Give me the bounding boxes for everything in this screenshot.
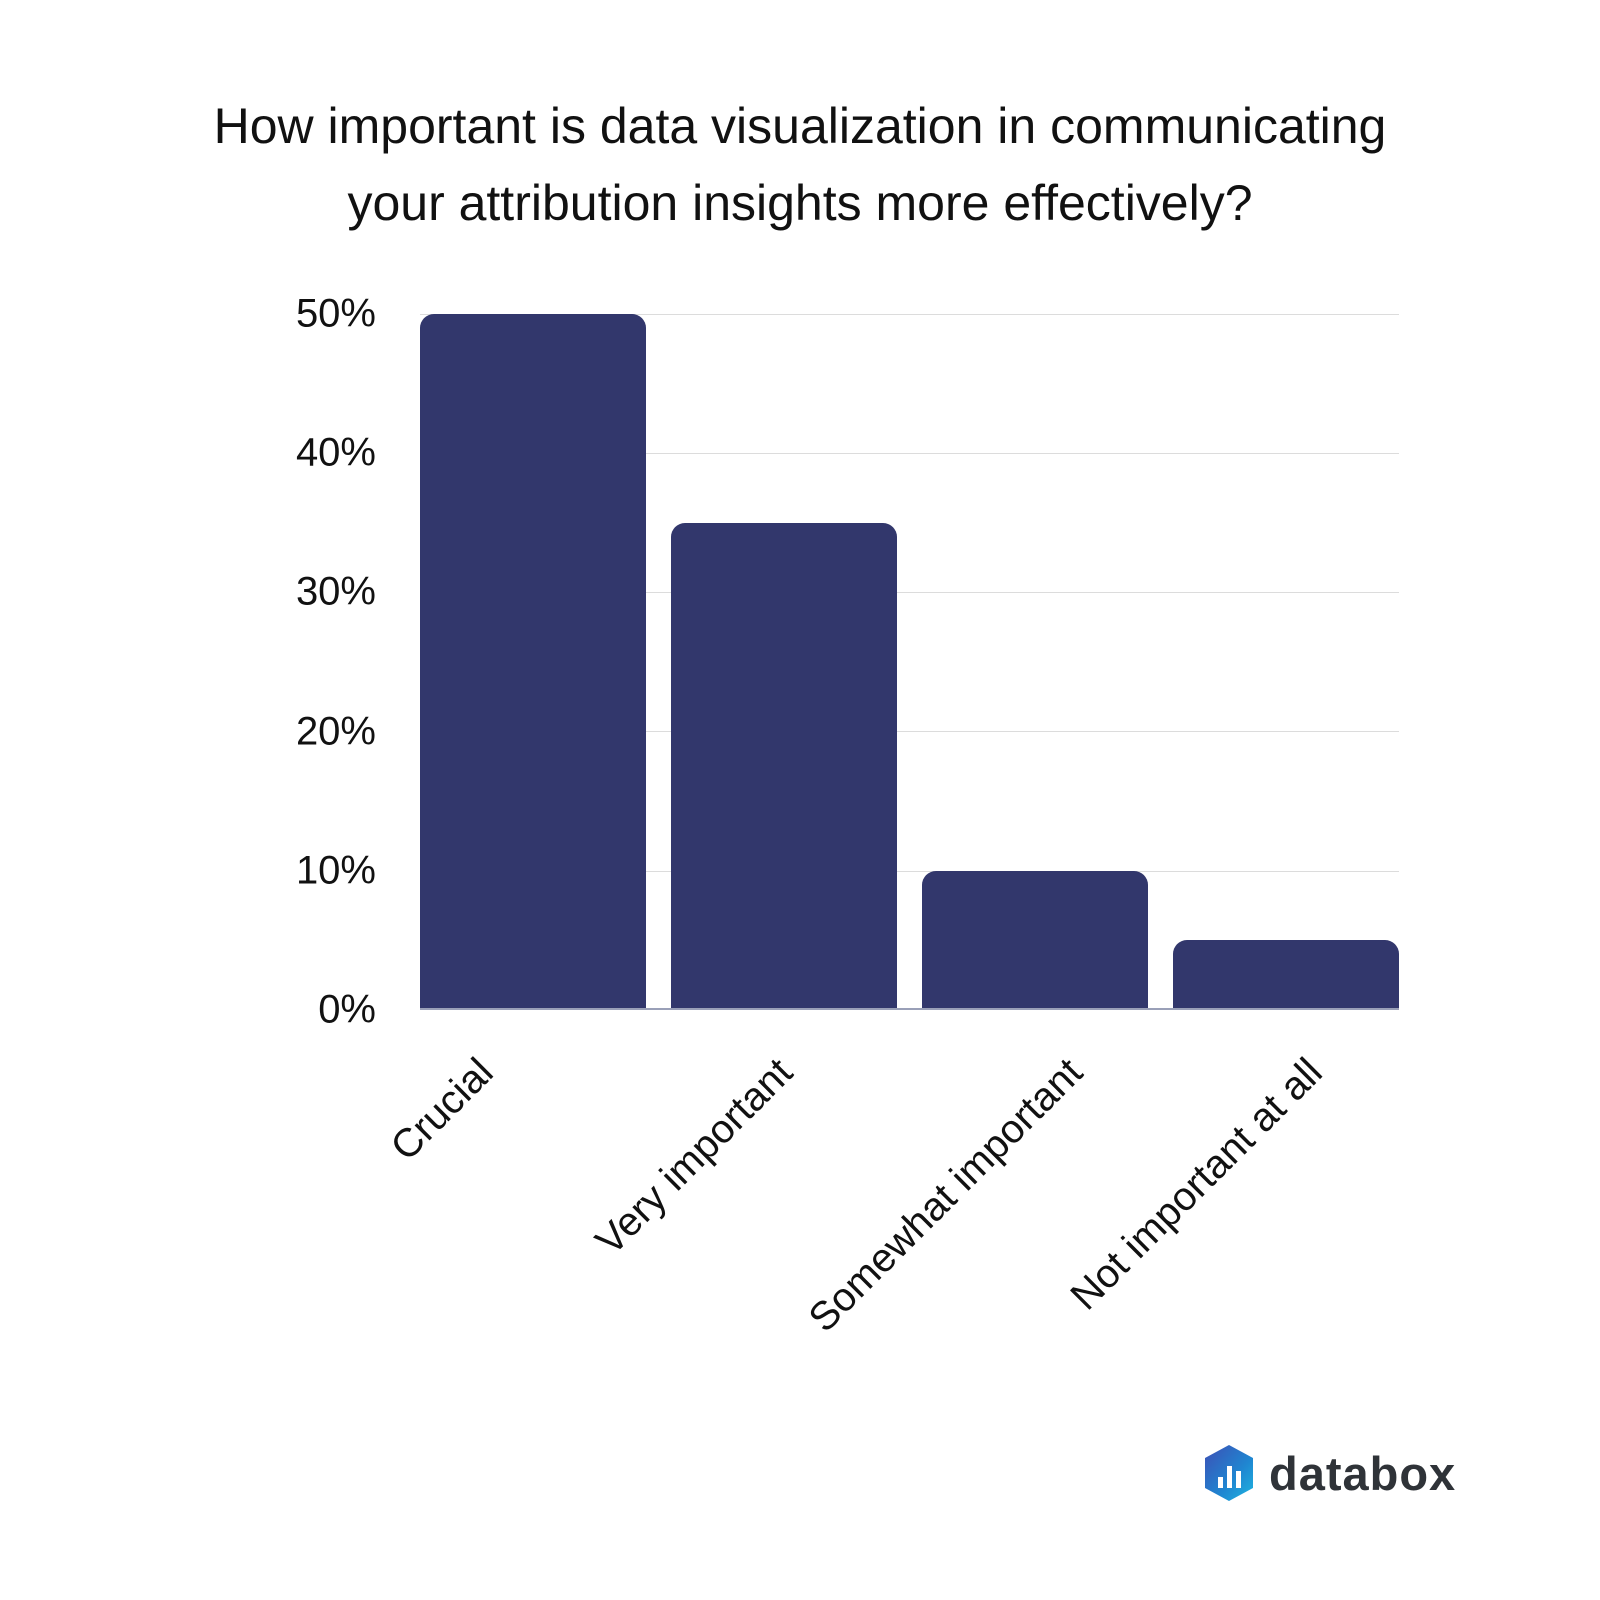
plot-area xyxy=(420,314,1399,1010)
y-tick-10: 10% xyxy=(295,848,376,893)
chart-title-line-1: How important is data visualization in c… xyxy=(213,98,1387,154)
chart-title: How important is data visualization in c… xyxy=(0,88,1600,242)
x-label-very-important: Very important xyxy=(587,1050,802,1264)
x-axis-line xyxy=(420,1008,1399,1010)
databox-hexagon-bars-icon xyxy=(1205,1445,1253,1501)
y-tick-30: 30% xyxy=(295,569,376,614)
y-tick-20: 20% xyxy=(295,709,376,754)
x-label-crucial: Crucial xyxy=(381,1050,502,1170)
databox-wordmark: databox xyxy=(1269,1446,1457,1500)
y-tick-50: 50% xyxy=(295,291,376,336)
gridline-20 xyxy=(420,731,1399,732)
x-label-somewhat-important: Somewhat important xyxy=(800,1050,1092,1341)
bar-very-important xyxy=(671,522,897,1010)
bar-crucial xyxy=(420,314,646,1010)
gridline-10 xyxy=(420,871,1399,872)
y-tick-40: 40% xyxy=(295,430,376,475)
x-label-not-important-at-all: Not important at all xyxy=(1062,1050,1332,1319)
gridline-40 xyxy=(420,453,1399,454)
databox-logo: databox xyxy=(1203,1444,1456,1502)
chart-title-line-2: your attribution insights more effective… xyxy=(347,175,1253,231)
bar-not-important-at-all xyxy=(1173,940,1399,1010)
gridline-50 xyxy=(420,314,1399,315)
bar-somewhat-important xyxy=(922,870,1148,1010)
gridline-30 xyxy=(420,592,1399,593)
y-tick-0: 0% xyxy=(318,987,376,1032)
